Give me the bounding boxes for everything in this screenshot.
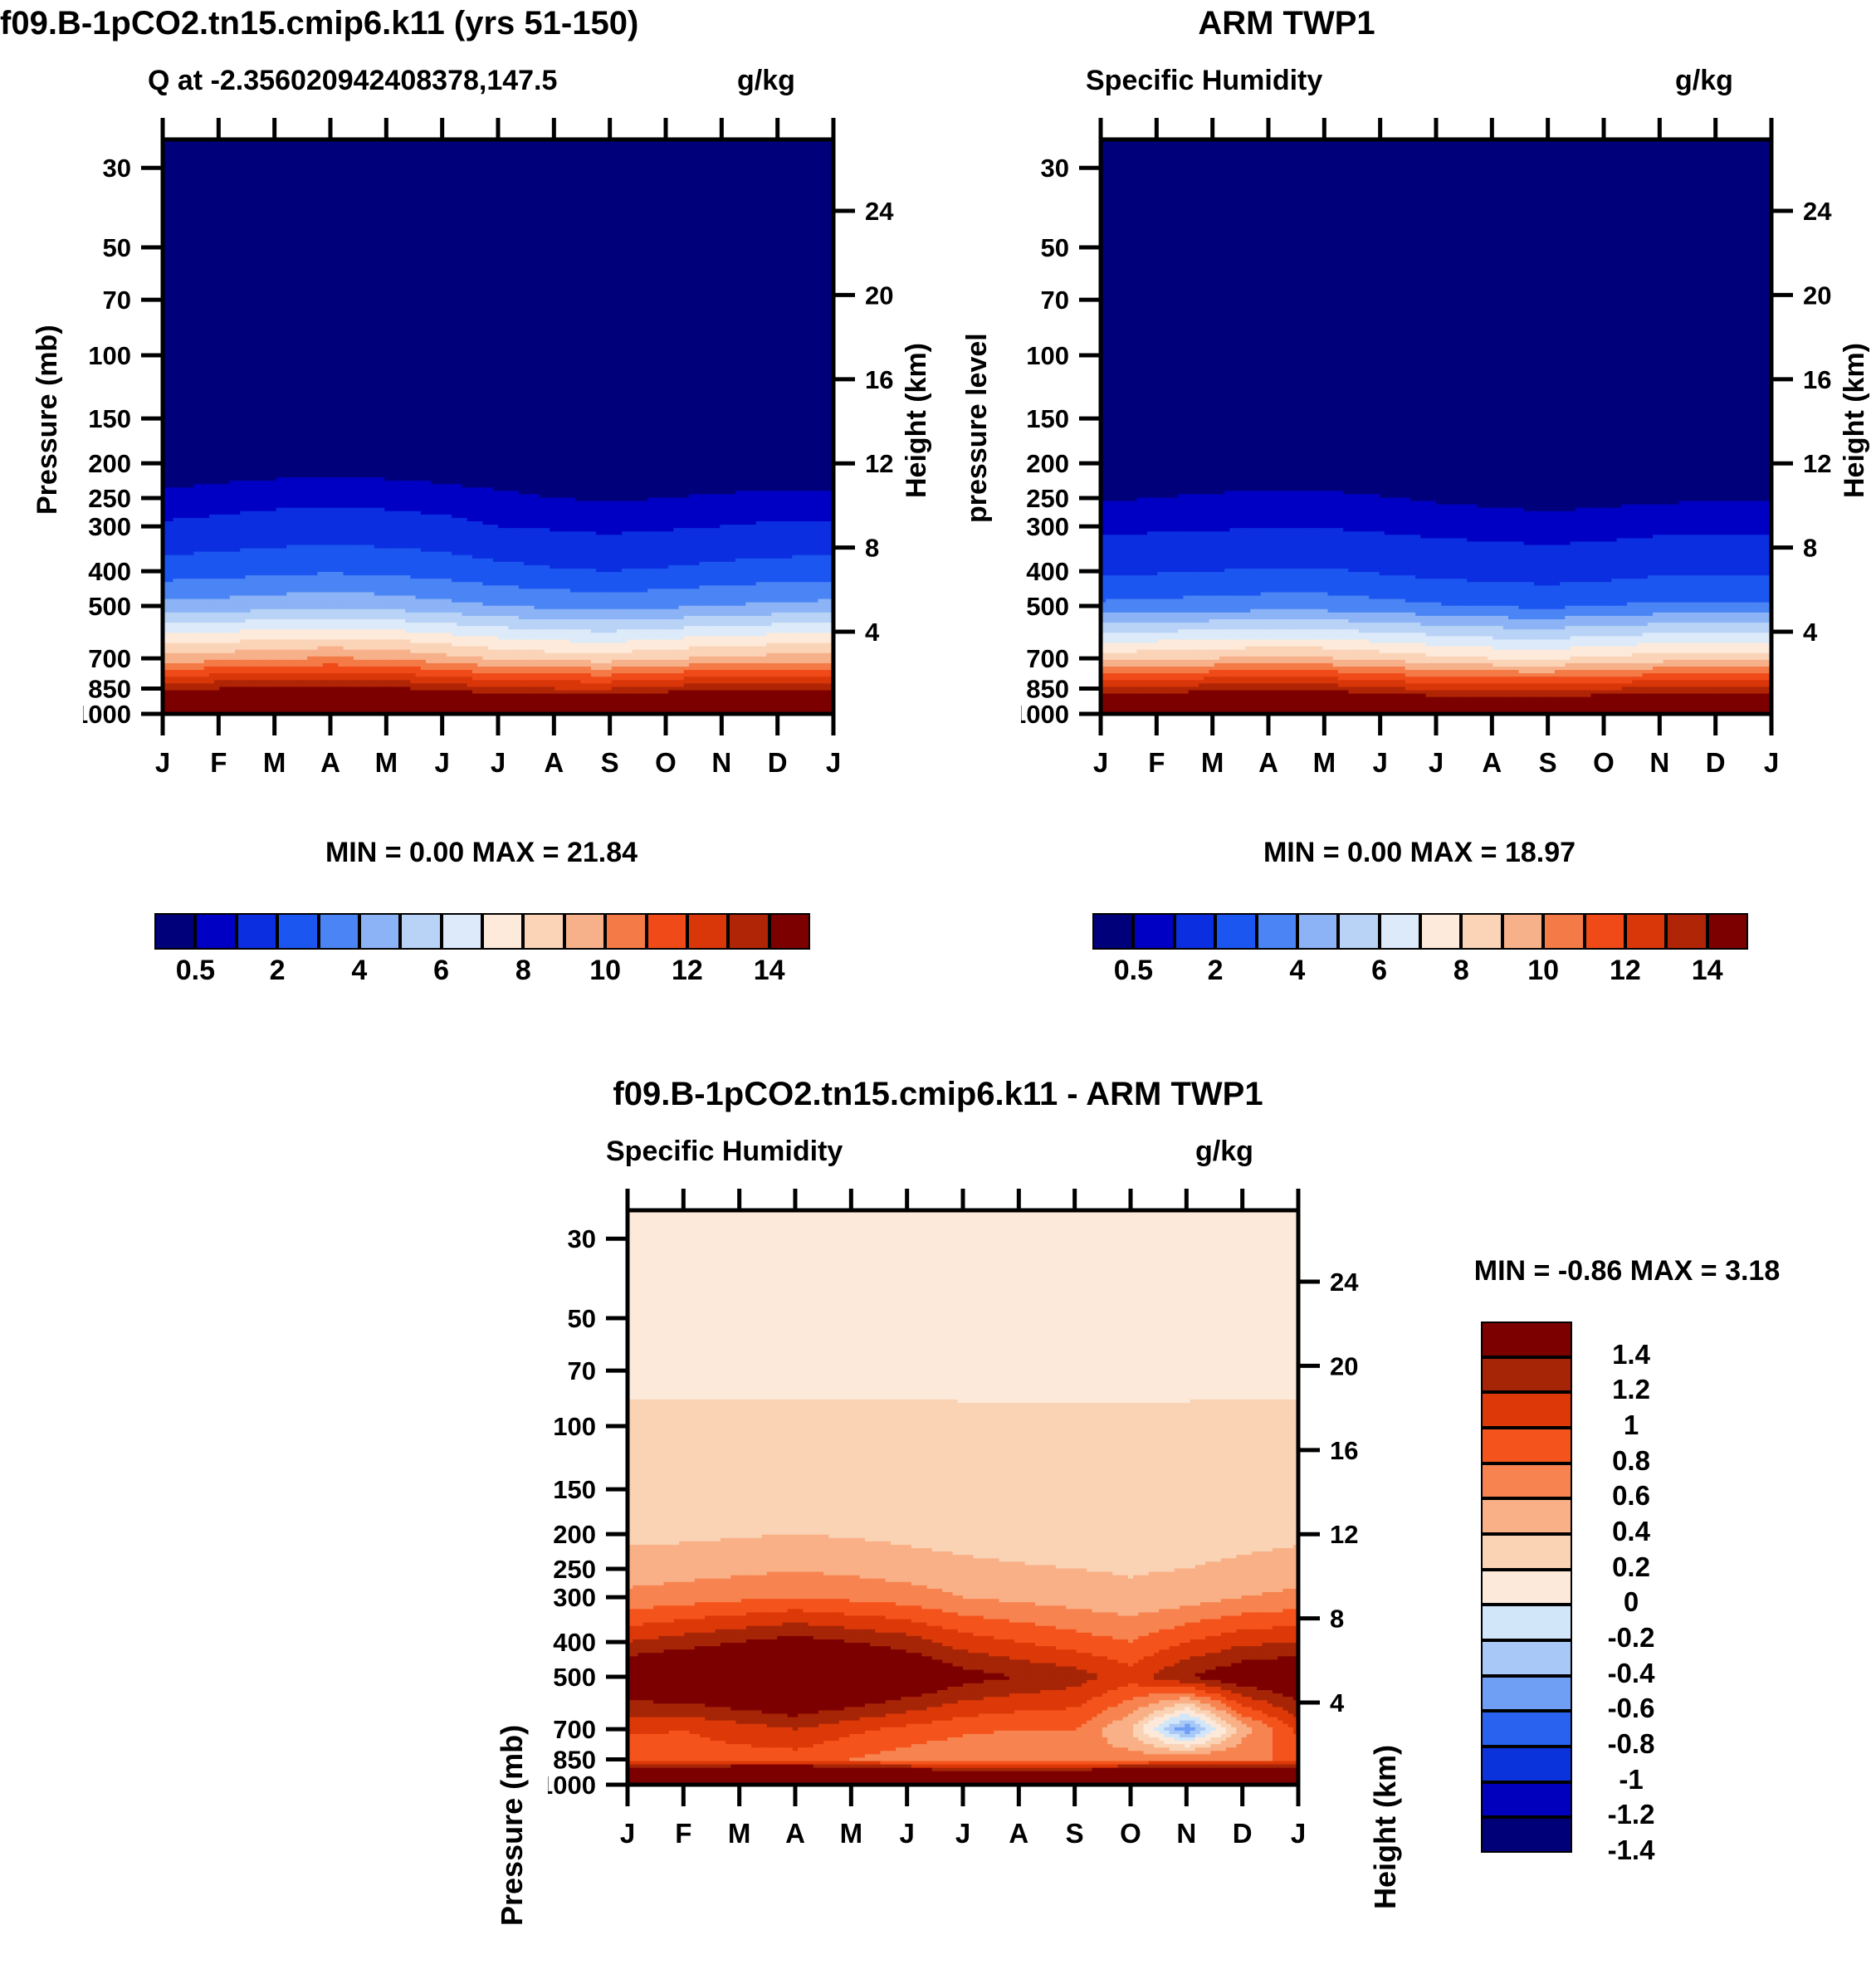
top-left-title: f09.B-1pCO2.tn15.cmip6.k11 (yrs 51-150)	[0, 5, 631, 42]
top-left-ylabel: Pressure (mb)	[32, 325, 64, 515]
panel-top-left: f09.B-1pCO2.tn15.cmip6.k11 (yrs 51-150) …	[0, 0, 938, 1021]
top-left-contour-plot: J F M A M J J A S O N D J305070100150200250300400500…	[83, 91, 913, 797]
